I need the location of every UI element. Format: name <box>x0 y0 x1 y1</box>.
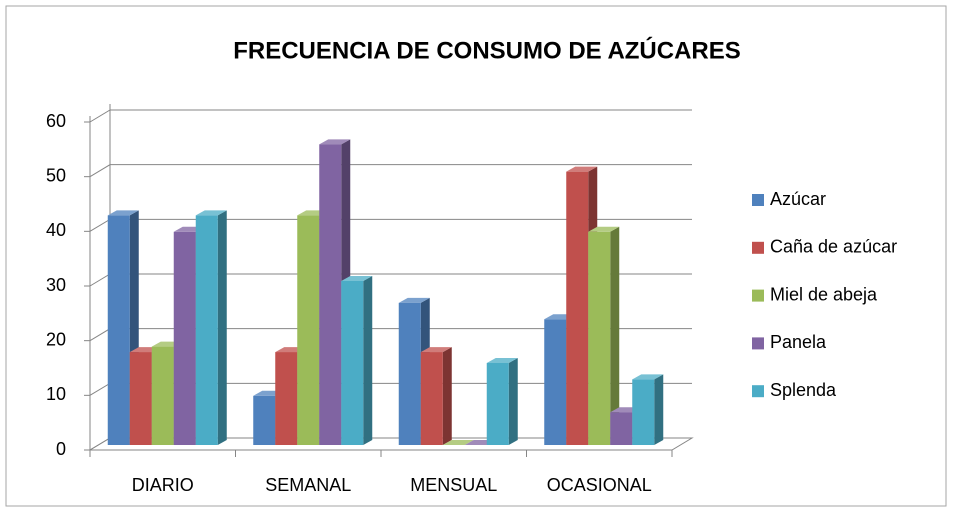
bar-top <box>195 210 227 216</box>
bar-side <box>508 358 518 445</box>
bar <box>544 319 567 445</box>
bar-side <box>217 210 227 445</box>
bar <box>566 171 589 445</box>
y-tick-label: 50 <box>46 165 66 185</box>
grid-line <box>89 164 692 178</box>
bar-top <box>442 440 474 445</box>
bar-side <box>442 347 452 445</box>
bar <box>486 363 509 445</box>
bar <box>151 346 174 445</box>
bar-side <box>654 374 664 445</box>
bar-top <box>398 297 430 303</box>
bar <box>588 231 611 445</box>
legend-label: Caña de azúcar <box>770 237 897 257</box>
bar <box>319 144 342 446</box>
legend-label: Azúcar <box>770 189 826 209</box>
y-tick-label: 10 <box>46 384 66 404</box>
bar <box>632 379 655 445</box>
y-tick-label: 40 <box>46 220 66 240</box>
bar <box>195 215 218 445</box>
legend-swatch <box>752 337 764 350</box>
bar <box>398 302 421 445</box>
chart-title: FRECUENCIA DE CONSUMO DE AZÚCARES <box>233 36 741 64</box>
y-tick-label: 20 <box>46 329 66 349</box>
bar-top <box>566 166 598 172</box>
grid-line <box>89 109 692 123</box>
bar-top <box>588 226 620 232</box>
bar <box>129 352 152 445</box>
bar-top <box>319 139 351 145</box>
y-tick-label: 60 <box>46 111 66 131</box>
bar <box>341 281 364 445</box>
bar-side <box>610 226 620 445</box>
bar <box>107 215 130 445</box>
legend-swatch <box>752 194 764 206</box>
bar-top <box>632 374 664 380</box>
legend-label: Miel de abeja <box>770 284 878 304</box>
bar-top <box>107 210 139 216</box>
bar <box>610 412 633 445</box>
x-tick-label: OCASIONAL <box>547 475 652 495</box>
y-tick-label: 0 <box>56 439 66 459</box>
x-tick-label: SEMANAL <box>265 475 351 495</box>
legend-swatch <box>752 289 764 302</box>
y-tick-label: 30 <box>46 275 66 295</box>
legend-label: Splenda <box>770 380 837 400</box>
legend-swatch <box>752 385 764 398</box>
bar <box>253 395 276 445</box>
bar-top <box>486 358 518 363</box>
bar <box>420 352 443 445</box>
bar-top <box>420 347 452 353</box>
x-tick-label: DIARIO <box>132 475 194 495</box>
bar <box>173 231 196 445</box>
x-tick-label: MENSUAL <box>410 475 497 495</box>
bar <box>275 352 298 445</box>
bar-side <box>363 276 373 445</box>
bar-top <box>341 276 373 281</box>
legend-label: Panela <box>770 332 827 352</box>
bar <box>297 215 320 445</box>
legend-swatch <box>752 241 764 254</box>
